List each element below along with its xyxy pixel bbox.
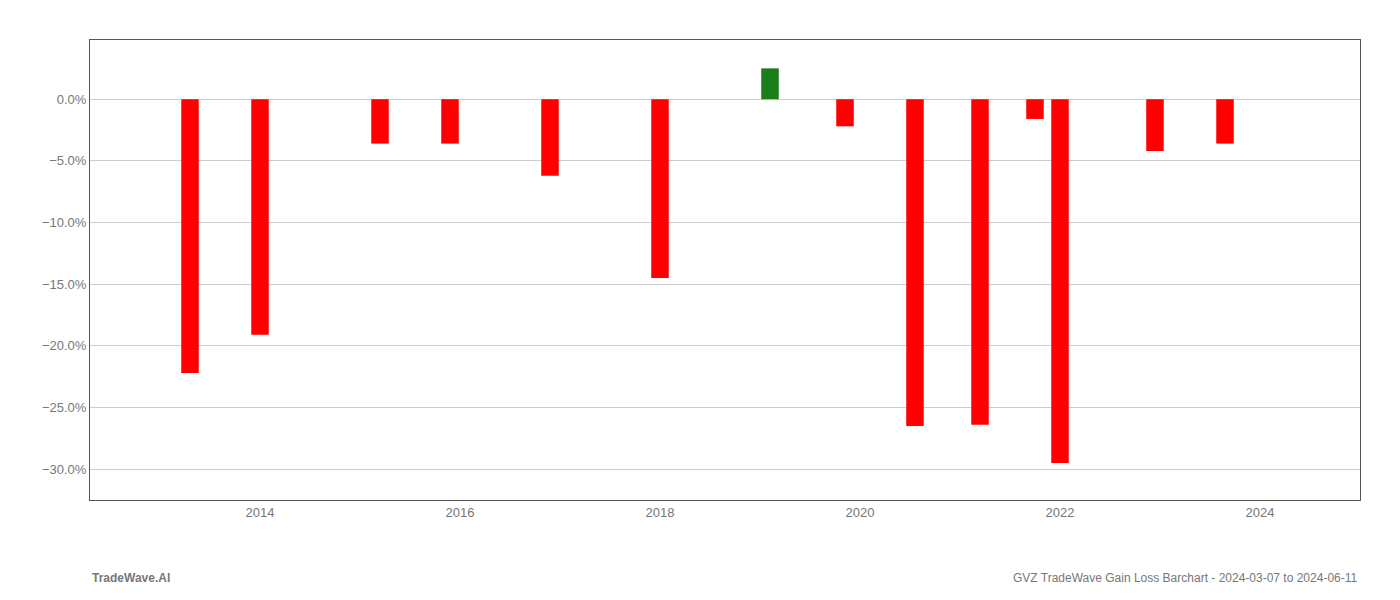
svg-text:2022: 2022 (1046, 505, 1075, 520)
svg-text:2024: 2024 (1246, 505, 1275, 520)
svg-text:2014: 2014 (246, 505, 275, 520)
svg-text:2018: 2018 (646, 505, 675, 520)
svg-text:2016: 2016 (446, 505, 475, 520)
svg-text:−5.0%: −5.0% (49, 153, 87, 168)
svg-text:−10.0%: −10.0% (42, 215, 87, 230)
svg-text:−20.0%: −20.0% (42, 338, 87, 353)
svg-text:TradeWave.AI: TradeWave.AI (92, 571, 170, 585)
svg-text:2020: 2020 (846, 505, 875, 520)
svg-text:GVZ TradeWave Gain Loss Barcha: GVZ TradeWave Gain Loss Barchart - 2024-… (1013, 571, 1358, 585)
svg-text:−25.0%: −25.0% (42, 400, 87, 415)
svg-text:−30.0%: −30.0% (42, 462, 87, 477)
svg-text:0.0%: 0.0% (57, 92, 87, 107)
svg-text:−15.0%: −15.0% (42, 277, 87, 292)
